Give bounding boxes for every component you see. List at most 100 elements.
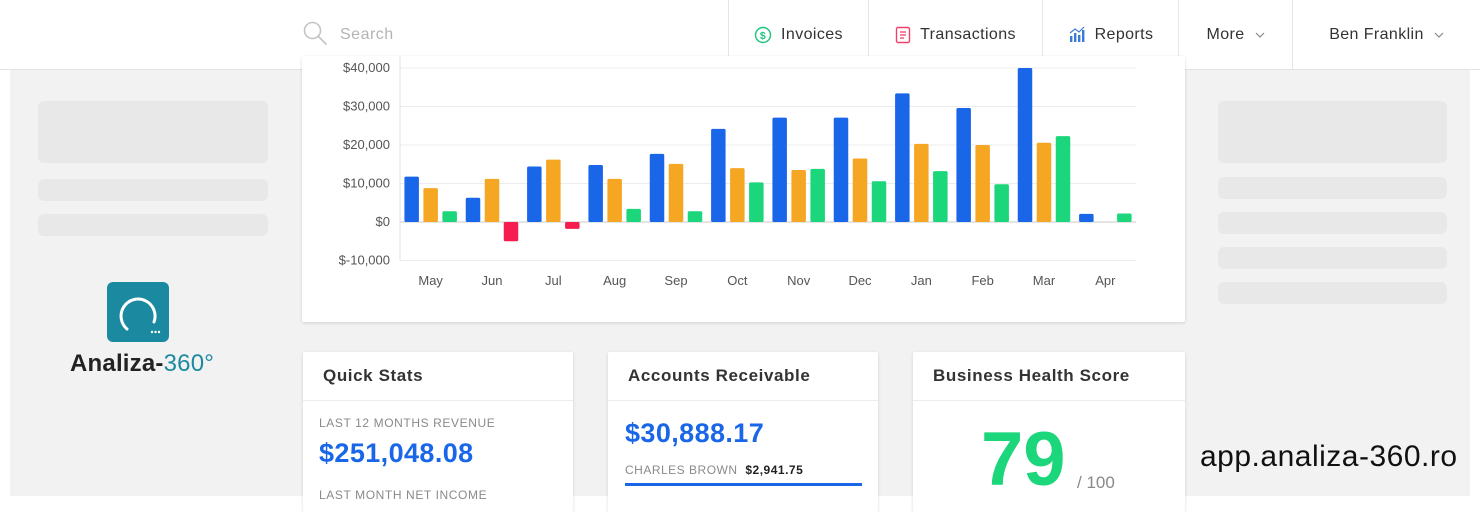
svg-text:$: $ (760, 30, 766, 42)
bar[interactable] (442, 211, 457, 222)
bar[interactable] (791, 170, 806, 222)
search-icon (302, 20, 328, 51)
skeleton-line (1218, 177, 1447, 199)
revenue-label: LAST 12 MONTHS REVENUE (319, 416, 496, 430)
bar[interactable] (484, 178, 500, 222)
nav-transactions-label: Transactions (920, 26, 1016, 43)
dollar-circle-icon: $ (754, 26, 772, 44)
x-tick-label: Oct (727, 273, 748, 288)
bar[interactable] (503, 222, 519, 242)
bar[interactable] (1017, 68, 1033, 222)
x-tick-label: Jan (911, 273, 932, 288)
nav-invoices[interactable]: $ Invoices (728, 0, 868, 70)
quick-stats-card: Quick Stats LAST 12 MONTHS REVENUE $251,… (303, 352, 573, 512)
nav-transactions[interactable]: Transactions (868, 0, 1042, 70)
skeleton-line (1218, 212, 1447, 234)
profit-chart-card: $40,000 $30,000 $20,000 $10,000 $0 $-10,000 Ma… (302, 56, 1185, 322)
nav-more[interactable]: More (1178, 0, 1292, 70)
bar[interactable] (527, 166, 542, 222)
search-bar[interactable]: Search (302, 20, 394, 50)
x-tick-label: Feb (971, 273, 993, 288)
net-income-label: LAST MONTH NET INCOME (319, 488, 488, 502)
bar[interactable] (956, 108, 971, 222)
bar[interactable] (1055, 136, 1071, 222)
x-tick-label: Jun (482, 273, 503, 288)
bar[interactable] (404, 176, 419, 222)
bar[interactable] (852, 158, 868, 222)
gauge-logo-icon (107, 282, 169, 342)
user-name: Ben Franklin (1329, 26, 1424, 43)
health-score-max: / 100 (1077, 473, 1115, 492)
bar-chart-icon (1068, 26, 1086, 44)
bar[interactable] (749, 182, 764, 222)
x-tick-label: Nov (787, 273, 811, 288)
bar[interactable] (730, 168, 745, 222)
main-nav: $ Invoices Transactions Reports More Ben… (728, 0, 1480, 70)
nav-reports-label: Reports (1094, 26, 1154, 43)
divider (913, 400, 1185, 401)
nav-invoices-label: Invoices (781, 26, 843, 43)
skeleton-block (38, 101, 268, 163)
chevron-down-icon (1255, 32, 1265, 38)
bar[interactable] (626, 208, 641, 222)
y-tick-label: $10,000 (343, 176, 390, 191)
y-tick-label: $30,000 (343, 99, 390, 114)
business-health-card: Business Health Score 79 / 100 (913, 352, 1185, 512)
bar[interactable] (772, 117, 787, 222)
customer-progress-track (625, 483, 862, 486)
receipt-icon (895, 26, 911, 44)
skeleton-block (1218, 101, 1447, 163)
bar[interactable] (668, 163, 684, 222)
site-url-watermark: app.analiza-360.ro (1200, 440, 1458, 473)
bar[interactable] (810, 168, 825, 222)
divider (608, 400, 878, 401)
bar[interactable] (895, 93, 910, 222)
bar[interactable] (711, 128, 726, 222)
chevron-down-icon (1434, 32, 1444, 38)
skeleton-line (1218, 247, 1447, 269)
bar[interactable] (933, 171, 948, 222)
y-tick-label: $40,000 (343, 60, 390, 75)
receivable-total: $30,888.17 (625, 418, 765, 448)
bar[interactable] (649, 153, 665, 222)
accounts-receivable-card: Accounts Receivable $30,888.17 CHARLES B… (608, 352, 878, 512)
bar[interactable] (588, 165, 603, 222)
customer-amount: $2,941.75 (745, 463, 804, 477)
bar[interactable] (994, 184, 1009, 222)
y-tick-label: $-10,000 (339, 253, 390, 268)
x-tick-label: Jul (545, 273, 562, 288)
bar[interactable] (871, 181, 887, 222)
search-input[interactable]: Search (340, 26, 394, 43)
divider (303, 400, 573, 401)
x-tick-label: Dec (848, 273, 872, 288)
nav-more-label: More (1206, 26, 1245, 43)
x-tick-label: Aug (603, 273, 626, 288)
bar[interactable] (1036, 142, 1052, 222)
y-tick-label: $0 (376, 214, 390, 229)
bar[interactable] (546, 159, 561, 222)
card-title: Accounts Receivable (628, 366, 811, 385)
bar[interactable] (687, 211, 703, 222)
bar[interactable] (975, 145, 990, 222)
bar[interactable] (565, 222, 580, 229)
bar[interactable] (914, 143, 929, 222)
bar[interactable] (465, 197, 481, 222)
x-tick-label: Apr (1095, 273, 1116, 288)
health-score: 79 (981, 417, 1066, 502)
card-title: Business Health Score (933, 366, 1130, 385)
bar[interactable] (423, 188, 438, 222)
bar[interactable] (607, 178, 622, 222)
revenue-value: $251,048.08 (319, 438, 474, 468)
bar-chart: $40,000 $30,000 $20,000 $10,000 $0 $-10,000 Ma… (339, 56, 1136, 288)
logo-name: Analiza- (70, 350, 164, 377)
customer-progress-fill (625, 483, 862, 486)
logo-wordmark: Analiza-360° (70, 350, 214, 378)
logo-suffix: 360° (163, 350, 215, 377)
user-menu[interactable]: Ben Franklin (1292, 0, 1480, 70)
top-customer-row[interactable]: CHARLES BROWN $2,941.75 (625, 463, 803, 477)
bar[interactable] (1079, 213, 1094, 222)
nav-reports[interactable]: Reports (1042, 0, 1178, 70)
bar[interactable] (1117, 213, 1132, 222)
bar[interactable] (833, 117, 849, 222)
y-tick-label: $20,000 (343, 137, 390, 152)
